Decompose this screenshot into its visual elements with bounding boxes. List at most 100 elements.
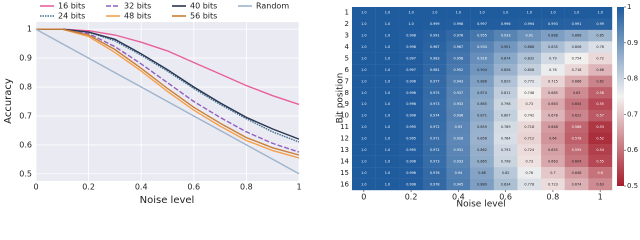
heat-cell [446, 121, 471, 134]
cell-label: 0.79 [549, 56, 557, 60]
heat-cell [564, 87, 589, 99]
heat-cell [422, 18, 447, 31]
cell-label: 0.604 [572, 159, 582, 163]
cell-label: 1.0 [361, 34, 366, 38]
cell-label: 0.865 [477, 159, 487, 163]
cell-label: 0.723 [548, 182, 558, 186]
heat-cell [375, 98, 400, 111]
cell-label: 0.91 [525, 34, 533, 38]
heat-cell [470, 132, 495, 145]
cell-label: 0.78 [596, 45, 604, 49]
heat-cell [564, 144, 589, 156]
heat-cell [399, 178, 424, 191]
cell-label: 0.976 [430, 171, 440, 175]
cell-label: 1.0 [385, 45, 390, 49]
heat-cell [564, 132, 589, 145]
heat-cell [588, 98, 613, 111]
heat-cell [564, 121, 589, 134]
heat-cell [564, 75, 589, 88]
heat-cell [541, 87, 565, 99]
cell-label: 0.807 [501, 114, 511, 118]
colorbar-tick-label: 0.7 [627, 110, 638, 118]
cell-label: 0.718 [572, 68, 582, 72]
cell-label: 0.63 [573, 91, 581, 95]
cell-label: 0.997 [406, 68, 416, 72]
heat-cell [517, 52, 542, 65]
cell-label: 1.0 [361, 182, 366, 186]
colorbar [617, 7, 624, 186]
x-tick-label: 0.4 [135, 183, 148, 192]
cell-label: 1.0 [361, 114, 366, 118]
heat-cell [375, 155, 400, 168]
cell-label: 0.981 [430, 68, 440, 72]
heat-cell [446, 75, 471, 88]
x-tick-label: 0.2 [405, 193, 418, 202]
cell-label: 0.874 [501, 56, 511, 60]
heat-cell [517, 64, 542, 76]
cell-label: 1.0 [385, 125, 390, 129]
heat-cell [446, 52, 471, 65]
cell-label: 0.978 [430, 182, 440, 186]
cell-label: 0.998 [454, 22, 464, 26]
x-axis-label: Noise level [140, 195, 195, 206]
heat-cell [470, 87, 495, 99]
heat-cell [375, 18, 400, 31]
cell-label: 0.55 [596, 102, 604, 106]
x-tick-label: 1 [598, 193, 603, 202]
heat-cell [564, 178, 589, 191]
heat-cell [588, 132, 613, 145]
heat-cell [541, 18, 565, 31]
cell-label: 0.808 [524, 68, 534, 72]
cell-label: 0.993 [548, 22, 558, 26]
line [36, 28, 300, 153]
y-tick-label: 3 [345, 32, 349, 40]
cell-label: 0.945 [454, 182, 464, 186]
heat-cell [399, 64, 424, 76]
heat-cell [588, 52, 613, 65]
heat-cell [588, 121, 613, 134]
heat-cell [399, 155, 424, 168]
heat-cell [564, 41, 589, 53]
cell-label: 1.0 [408, 22, 413, 26]
cell-label: 1.0 [361, 68, 366, 72]
figure: Accuracy Noise level Bit position Noise … [3, 1, 639, 208]
heat-cell [541, 167, 565, 179]
cell-label: 1.0 [385, 56, 390, 60]
cell-label: 1.0 [574, 11, 579, 15]
heat-cell [564, 98, 589, 111]
cell-label: 0.772 [524, 79, 534, 83]
cell-label: 0.995 [406, 148, 416, 152]
legend-label: 48 bits [124, 12, 151, 21]
x-tick-label: 0.8 [547, 193, 560, 202]
cell-label: 0.996 [406, 102, 416, 106]
heat-cell [352, 144, 376, 156]
heat-cell [470, 18, 495, 31]
cell-label: 0.871 [477, 114, 487, 118]
heat-cell [446, 18, 471, 31]
heat-cell [470, 7, 495, 19]
heat-cell [493, 64, 518, 76]
cell-label: 1.0 [385, 137, 390, 141]
heat-cell [517, 121, 542, 134]
heat-cell [564, 18, 589, 31]
heat-cell [352, 132, 376, 145]
cell-label: 0.663 [548, 159, 558, 163]
cell-label: 0.978 [454, 34, 464, 38]
cell-label: 0.674 [572, 182, 582, 186]
heat-cell [588, 7, 613, 19]
cell-label: 0.76 [525, 171, 533, 175]
line [36, 28, 300, 106]
line [36, 28, 300, 156]
cell-label: 0.996 [406, 79, 416, 83]
cell-label: 1.0 [385, 171, 390, 175]
heat-cell [564, 155, 589, 168]
cell-label: 0.967 [454, 45, 464, 49]
heat-cell [422, 121, 447, 134]
line [36, 28, 300, 140]
cell-label: 0.85 [596, 34, 604, 38]
cell-label: 1.0 [503, 11, 508, 15]
cell-label: 0.974 [430, 114, 440, 118]
cell-label: 1.0 [385, 22, 390, 26]
cell-label: 1.0 [385, 68, 390, 72]
cell-label: 0.859 [477, 125, 487, 129]
